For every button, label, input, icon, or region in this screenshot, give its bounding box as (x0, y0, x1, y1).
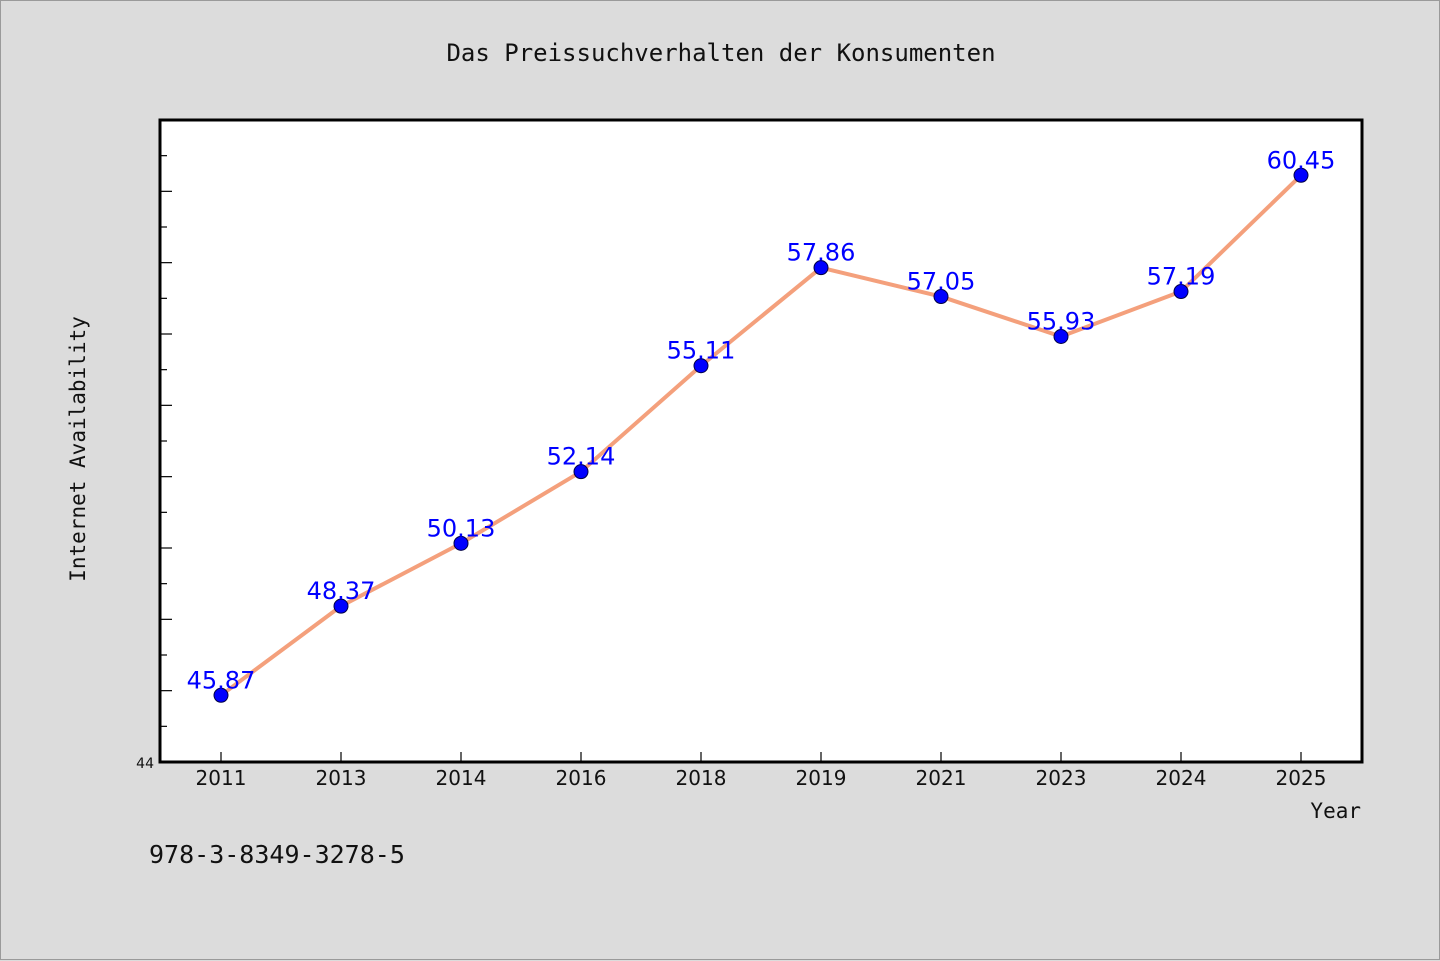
data-labels: 45.87 48.37 50.13 52.14 55.11 57.86 57.05 55.93… (187, 146, 1336, 694)
data-label: 57.19 (1147, 263, 1216, 291)
data-point (333, 598, 349, 614)
series-markers (213, 167, 1309, 703)
plot-frame (158, 118, 1364, 764)
y-axis-title: Internet Availability (66, 316, 90, 582)
x-tick-label: 2013 (316, 766, 367, 790)
data-point (573, 464, 589, 480)
series-line (219, 173, 1303, 697)
x-tick-label: 2011 (196, 766, 247, 790)
y-tick-label: 44 (136, 756, 154, 772)
x-tick-label: 2019 (796, 766, 847, 790)
data-label: 57.86 (787, 239, 856, 267)
data-label: 55.93 (1027, 307, 1096, 335)
x-tick-label: 2014 (436, 766, 487, 790)
data-label: 50.13 (427, 514, 496, 542)
data-label: 45.87 (187, 666, 256, 694)
footnote-isbn: 978-3-8349-3278-5 (149, 840, 405, 869)
x-tick-label: 2018 (676, 766, 727, 790)
x-tick-label: 2021 (916, 766, 967, 790)
x-axis-ticks: 2011 2013 2014 2016 2018 2019 2021 2023 2024 2025 (196, 752, 1327, 790)
x-tick-label: 2023 (1036, 766, 1087, 790)
data-label: 52.14 (547, 443, 616, 471)
data-point (693, 358, 709, 374)
data-label: 57.05 (907, 268, 976, 296)
data-label: 55.11 (667, 337, 736, 365)
data-point (453, 535, 469, 551)
data-point (213, 687, 229, 703)
x-tick-label: 2024 (1156, 766, 1207, 790)
data-point (813, 260, 829, 276)
data-point (1293, 167, 1309, 183)
plot-area (160, 120, 1362, 762)
data-point (1173, 284, 1189, 300)
x-axis-title: Year (1310, 799, 1361, 823)
data-label: 48.37 (307, 577, 376, 605)
x-tick-label: 2016 (556, 766, 607, 790)
data-point (1053, 328, 1069, 344)
data-label: 60.45 (1267, 146, 1336, 174)
data-point (933, 289, 949, 305)
chart-title: Das Preissuchverhalten der Konsumenten (446, 39, 995, 67)
x-tick-label: 2025 (1276, 766, 1327, 790)
